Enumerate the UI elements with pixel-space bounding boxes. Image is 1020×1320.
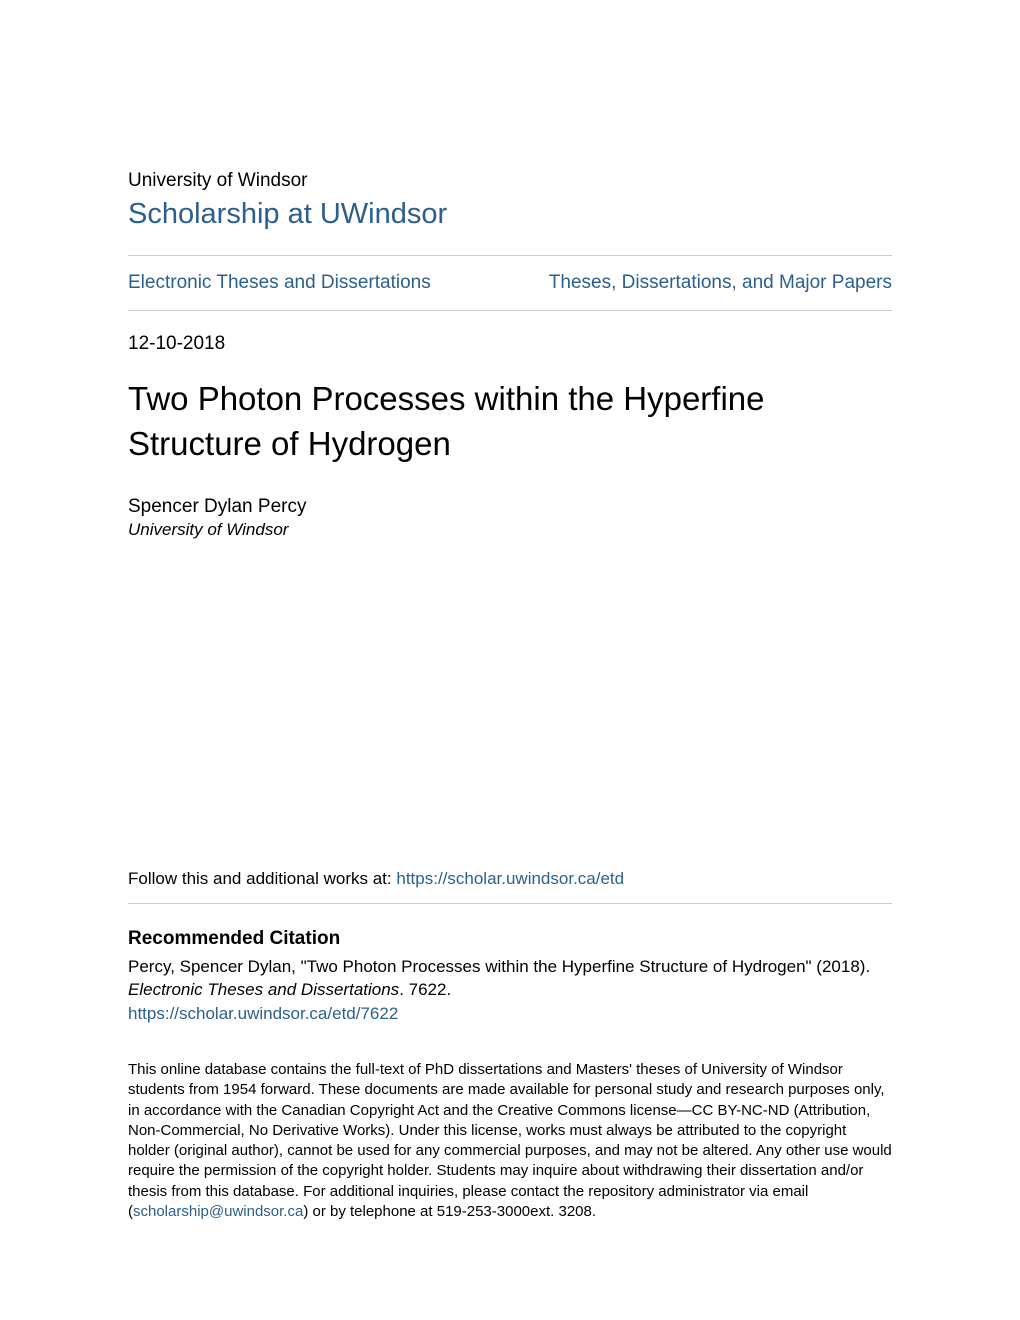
author-name: Spencer Dylan Percy (128, 496, 892, 518)
paper-title: Two Photon Processes within the Hyperfin… (128, 377, 892, 466)
citation-heading: Recommended Citation (128, 928, 892, 950)
divider-citation (128, 903, 892, 904)
repository-title-link[interactable]: Scholarship at UWindsor (128, 198, 892, 231)
disclaimer-text: This online database contains the full-t… (128, 1060, 892, 1222)
publication-date: 12-10-2018 (128, 333, 892, 355)
disclaimer-part1: This online database contains the full-t… (128, 1061, 892, 1220)
institution-name: University of Windsor (128, 170, 892, 192)
contact-email-link[interactable]: scholarship@uwindsor.ca (133, 1203, 303, 1220)
disclaimer-part2: ) or by telephone at 519-253-3000ext. 32… (303, 1203, 596, 1220)
collection-link-theses[interactable]: Theses, Dissertations, and Major Papers (549, 272, 892, 294)
citation-permalink[interactable]: https://scholar.uwindsor.ca/etd/7622 (128, 1004, 892, 1024)
citation-series: Electronic Theses and Dissertations (128, 980, 399, 999)
author-affiliation: University of Windsor (128, 520, 892, 540)
citation-series-suffix: . 7622. (399, 980, 451, 999)
citation-text: Percy, Spencer Dylan, "Two Photon Proces… (128, 956, 892, 1002)
footer-section: Follow this and additional works at: htt… (128, 869, 892, 1222)
cover-page: University of Windsor Scholarship at UWi… (0, 0, 1020, 1320)
follow-works-line: Follow this and additional works at: htt… (128, 869, 892, 889)
breadcrumb-nav: Electronic Theses and Dissertations Thes… (128, 256, 892, 310)
citation-line1: Percy, Spencer Dylan, "Two Photon Proces… (128, 957, 870, 976)
collection-link-etd[interactable]: Electronic Theses and Dissertations (128, 272, 431, 294)
follow-url-link[interactable]: https://scholar.uwindsor.ca/etd (396, 869, 624, 888)
divider-bottom (128, 310, 892, 311)
follow-prefix: Follow this and additional works at: (128, 869, 396, 888)
